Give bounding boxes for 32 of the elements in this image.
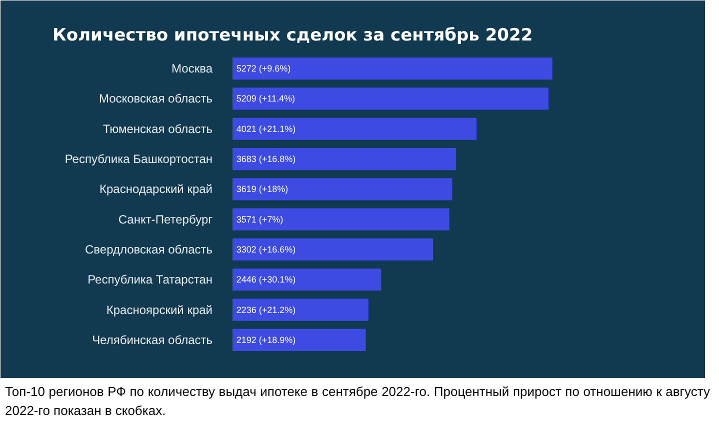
y-tick-label: Челябинская область [92,332,213,347]
y-tick-label: Республика Татарстан [88,272,213,287]
y-tick-label: Москва [172,62,213,76]
y-tick-label: Свердловская область [85,242,212,256]
bar [232,148,456,170]
y-tick-label: Красноярский край [106,302,213,317]
y-tick-label: Республика Башкортостан [64,152,212,166]
data-label: 5272 (+9.6%) [236,64,291,74]
bar [232,58,552,80]
y-tick-label: Краснодарский край [99,182,212,196]
bar [232,238,433,261]
bar [232,208,450,230]
data-label: 2446 (+30.1%) [236,274,296,285]
data-label: 2192 (+18.9%) [236,334,296,345]
data-label: 3683 (+16.8%) [236,154,296,164]
y-tick-label: Санкт-Петербург [118,212,214,226]
bar [232,88,548,110]
bar [232,298,368,321]
data-label: 2236 (+21.2%) [236,304,296,315]
data-label: 5209 (+11.4%) [236,94,295,104]
bar [232,118,477,140]
y-tick-label: Тюменская область [102,122,212,136]
data-label: 3619 (+18%) [236,184,288,194]
text: Топ-10 регионов РФ по количеству выдач ипотеке в сентябре 2022-го. Процентный прирост по отношению к августу 2022-го показан в скобках. [5,383,710,420]
bar [232,328,366,351]
bar [232,268,382,291]
data-label: 3302 (+16.6%) [236,244,296,254]
y-tick-label: Московская область [98,92,213,106]
data-label: 3571 (+7%) [236,214,284,224]
chart-title: Количество ипотечных сделок за сентябрь 2022 [52,26,533,46]
bar [232,178,452,200]
data-label: 4021 (+21.1%) [236,124,296,134]
